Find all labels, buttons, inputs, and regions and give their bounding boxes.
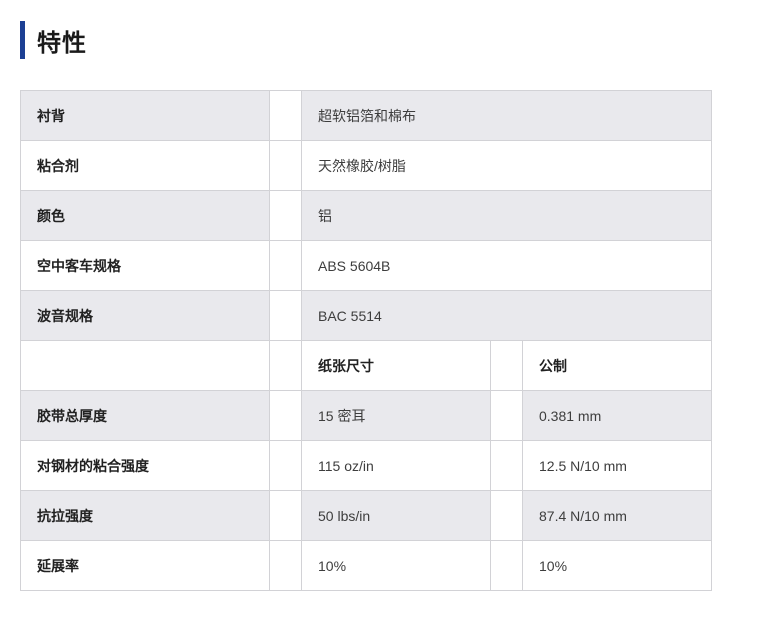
spec-table: 衬背 超软铝箔和棉布 粘合剂 天然橡胶/树脂 颜色 铝 空中客车规格 ABS 5…	[20, 90, 712, 591]
spec-label: 延展率	[20, 541, 270, 590]
spec-row-tensile-strength: 抗拉强度 50 lbs/in 87.4 N/10 mm	[20, 491, 712, 541]
spec-value: ABS 5604B	[301, 241, 712, 290]
column-spacer	[270, 341, 301, 390]
column-spacer	[491, 541, 522, 590]
page-title: 特性	[37, 29, 87, 57]
spec-row-total-thickness: 胶带总厚度 15 密耳 0.381 mm	[20, 391, 712, 441]
spec-value: 超软铝箔和棉布	[301, 91, 712, 140]
spec-value-imperial: 115 oz/in	[301, 441, 491, 490]
spec-row-adhesion-to-steel: 对钢材的粘合强度 115 oz/in 12.5 N/10 mm	[20, 441, 712, 491]
column-spacer	[491, 341, 522, 390]
spec-row-airbus-spec: 空中客车规格 ABS 5604B	[20, 241, 712, 291]
spec-label: 衬背	[20, 91, 270, 140]
spec-value-imperial: 15 密耳	[301, 391, 491, 440]
column-spacer	[270, 391, 301, 440]
spec-value-metric: 10%	[522, 541, 712, 590]
spec-row-boeing-spec: 波音规格 BAC 5514	[20, 291, 712, 341]
empty-header-cell	[20, 341, 270, 390]
spec-label: 对钢材的粘合强度	[20, 441, 270, 490]
spec-value-metric: 87.4 N/10 mm	[522, 491, 712, 540]
spec-value: BAC 5514	[301, 291, 712, 340]
column-spacer	[270, 541, 301, 590]
spec-value: 铝	[301, 191, 712, 240]
spec-value: 天然橡胶/树脂	[301, 141, 712, 190]
column-spacer	[270, 491, 301, 540]
spec-row-backing: 衬背 超软铝箔和棉布	[20, 91, 712, 141]
spec-row-color: 颜色 铝	[20, 191, 712, 241]
column-spacer	[491, 391, 522, 440]
spec-label: 波音规格	[20, 291, 270, 340]
spec-value-metric: 12.5 N/10 mm	[522, 441, 712, 490]
title-accent-bar	[20, 21, 25, 59]
page: 特性 衬背 超软铝箔和棉布 粘合剂 天然橡胶/树脂 颜色 铝 空中客车规格 AB…	[20, 20, 760, 591]
column-spacer	[270, 191, 301, 240]
section-title-block: 特性	[20, 20, 760, 60]
spec-row-elongation: 延展率 10% 10%	[20, 541, 712, 591]
spec-label: 抗拉强度	[20, 491, 270, 540]
spec-label: 胶带总厚度	[20, 391, 270, 440]
column-spacer	[491, 441, 522, 490]
spec-label: 空中客车规格	[20, 241, 270, 290]
column-spacer	[270, 291, 301, 340]
column-spacer	[491, 491, 522, 540]
spec-value-imperial: 50 lbs/in	[301, 491, 491, 540]
column-spacer	[270, 141, 301, 190]
spec-label: 粘合剂	[20, 141, 270, 190]
column-spacer	[270, 241, 301, 290]
spec-label: 颜色	[20, 191, 270, 240]
column-spacer	[270, 91, 301, 140]
unit-header-row: 纸张尺寸 公制	[20, 341, 712, 391]
column-spacer	[270, 441, 301, 490]
imperial-column-header: 纸张尺寸	[301, 341, 491, 390]
metric-column-header: 公制	[522, 341, 712, 390]
spec-value-metric: 0.381 mm	[522, 391, 712, 440]
spec-value-imperial: 10%	[301, 541, 491, 590]
spec-row-adhesive: 粘合剂 天然橡胶/树脂	[20, 141, 712, 191]
